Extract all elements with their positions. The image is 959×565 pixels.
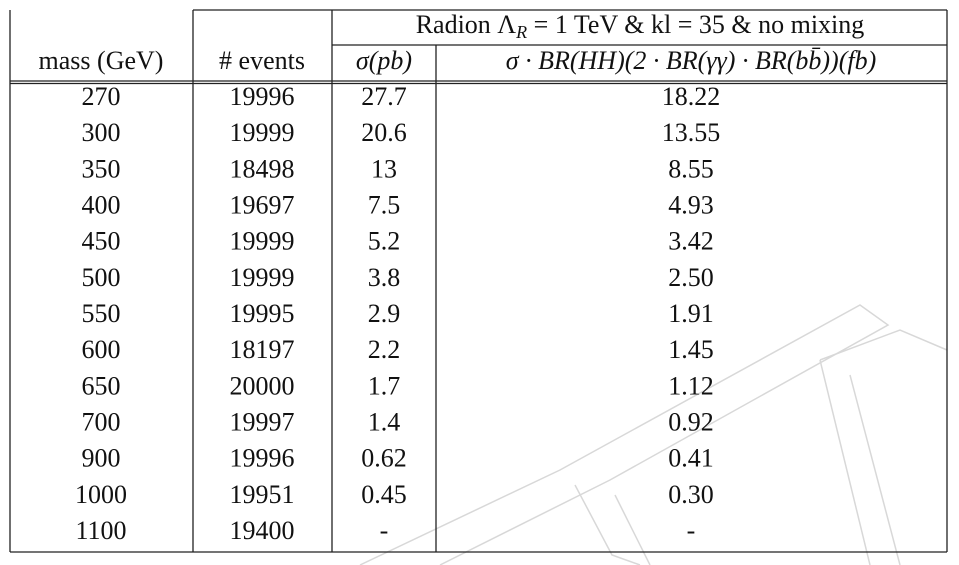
cell: 3.42 xyxy=(668,227,714,256)
cell: 1.7 xyxy=(368,371,401,400)
cell: 18498 xyxy=(230,154,295,183)
cell: 13.55 xyxy=(662,118,721,147)
cell: 4.93 xyxy=(668,190,714,219)
header-part: = 1 TeV & kl = 35 & no mixing xyxy=(527,10,864,39)
cell: 19999 xyxy=(230,227,295,256)
cell: 20.6 xyxy=(361,118,407,147)
cell: 18.22 xyxy=(662,82,721,111)
cell: 20000 xyxy=(230,371,295,400)
column-header: σ · BR(HH)(2 · BR(γγ) · BR(bb̄))(fb) xyxy=(506,46,876,75)
cell: 900 xyxy=(82,444,121,473)
cell: 19400 xyxy=(230,516,295,545)
header-part: Radion Λ xyxy=(416,10,517,39)
cell: 1100 xyxy=(75,516,126,545)
cell: 2.2 xyxy=(368,335,401,364)
cell: 3.8 xyxy=(368,263,401,292)
cell: 2.50 xyxy=(668,263,714,292)
cell: - xyxy=(380,516,389,545)
cell: 600 xyxy=(82,335,121,364)
cell: 19997 xyxy=(230,407,295,436)
cell: 1.45 xyxy=(668,335,714,364)
header-part: R xyxy=(515,22,527,42)
cell: 19995 xyxy=(230,299,295,328)
group-header: Radion ΛR = 1 TeV & kl = 35 & no mixing xyxy=(416,10,865,42)
cell: 19996 xyxy=(230,82,295,111)
cell: 19999 xyxy=(230,118,295,147)
cell: 500 xyxy=(82,263,121,292)
cell: 0.45 xyxy=(361,480,407,509)
cell: 19996 xyxy=(230,444,295,473)
cell: 650 xyxy=(82,371,121,400)
cell: 18197 xyxy=(230,335,295,364)
cell: 0.92 xyxy=(668,407,714,436)
cell: 450 xyxy=(82,227,121,256)
cell: 19951 xyxy=(230,480,295,509)
cell: 400 xyxy=(82,190,121,219)
cell: 300 xyxy=(82,118,121,147)
cell: 13 xyxy=(371,154,397,183)
cell: 350 xyxy=(82,154,121,183)
cell: 0.62 xyxy=(361,444,407,473)
cell: 0.41 xyxy=(668,444,714,473)
column-header: mass (GeV) xyxy=(39,46,164,75)
cell: 700 xyxy=(82,407,121,436)
cell: 0.30 xyxy=(668,480,714,509)
cell: 27.7 xyxy=(361,82,407,111)
cell: 19999 xyxy=(230,263,295,292)
column-header: # events xyxy=(219,46,305,75)
cell: 1.4 xyxy=(368,407,401,436)
watermark xyxy=(359,304,948,565)
column-header: σ(pb) xyxy=(356,46,412,75)
cell: 5.2 xyxy=(368,227,401,256)
cell: 1.91 xyxy=(668,299,714,328)
cell: - xyxy=(687,516,696,545)
cell: 7.5 xyxy=(368,190,401,219)
cell: 2.9 xyxy=(368,299,401,328)
rules xyxy=(9,9,948,553)
cell: 1.12 xyxy=(668,371,714,400)
cell: 1000 xyxy=(75,480,127,509)
cell: 8.55 xyxy=(668,154,714,183)
cell: 550 xyxy=(82,299,121,328)
cell: 270 xyxy=(82,82,121,111)
cell: 19697 xyxy=(230,190,295,219)
